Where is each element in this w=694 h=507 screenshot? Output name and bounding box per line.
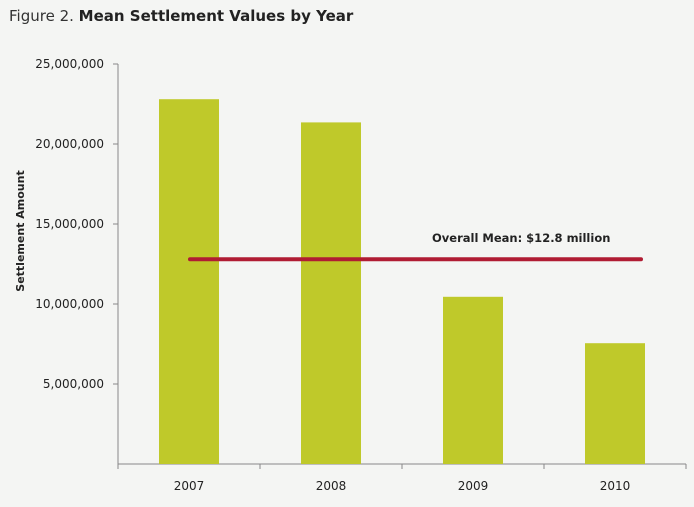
mean-label: Overall Mean: $12.8 million [432, 231, 610, 245]
y-tick-label: 25,000,000 [35, 57, 104, 71]
x-tick-label: 2008 [316, 479, 347, 493]
bar-2007 [159, 99, 219, 464]
bar-2009 [443, 296, 503, 464]
y-tick-label: 5,000,000 [43, 377, 104, 391]
figure-number: Figure 2. [9, 7, 74, 25]
chart-title: Mean Settlement Values by Year [78, 7, 354, 25]
bars [159, 99, 645, 465]
x-tick-label: 2009 [458, 479, 489, 493]
y-axis: 5,000,000 10,000,000 15,000,000 20,000,000 2… [35, 57, 119, 464]
bar-2008 [301, 122, 361, 465]
y-tick-label: 10,000,000 [35, 297, 104, 311]
x-axis: 2007 2008 2009 2010 [117, 463, 687, 493]
y-tick-label: 20,000,000 [35, 137, 104, 151]
bar-2010 [585, 343, 645, 464]
y-axis-label: Settlement Amount [14, 170, 27, 291]
x-tick-label: 2007 [174, 479, 205, 493]
x-tick-label: 2010 [600, 479, 631, 493]
y-tick-label: 15,000,000 [35, 217, 104, 231]
mean-annotation: Overall Mean: $12.8 million [188, 231, 643, 262]
figure-title: Figure 2. Mean Settlement Values by Year [9, 6, 353, 26]
